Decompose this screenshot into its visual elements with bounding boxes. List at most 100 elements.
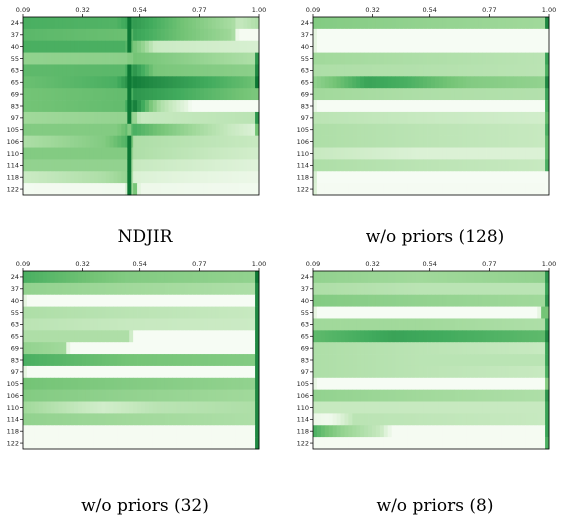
y-tick-label: 97 — [11, 368, 19, 376]
heatmap-cell — [215, 413, 221, 426]
heatmap-cell — [42, 354, 47, 367]
heatmap-cell — [141, 159, 146, 172]
heatmap-cell — [368, 171, 373, 184]
heatmap-cell — [82, 271, 87, 284]
heatmap-panel-priors-32: 0.09 0.32 0.54 0.77 1.00 24 37 40 55 63 65 69 83 97 10… — [0, 259, 290, 518]
heatmap-cell — [423, 318, 428, 331]
heatmap-cell — [30, 52, 36, 65]
heatmap-cell — [50, 64, 55, 77]
heatmap-row-37 — [23, 28, 260, 42]
heatmap-cell — [160, 401, 165, 414]
heatmap-cell — [137, 88, 142, 101]
heatmap-cell — [407, 123, 412, 136]
heatmap-cell — [372, 377, 377, 390]
heatmap-cell — [164, 271, 169, 284]
heatmap-cell — [336, 88, 341, 101]
heatmap-cell — [211, 318, 217, 331]
y-tick-label: 97 — [301, 368, 309, 376]
heatmap-cell — [450, 123, 455, 136]
heatmap-cell — [368, 330, 373, 343]
heatmap-cell — [478, 401, 483, 414]
heatmap-cell — [26, 354, 32, 367]
heatmap-cell — [42, 28, 47, 42]
heatmap-cell — [431, 40, 436, 53]
heatmap-cell — [113, 17, 118, 30]
heatmap-cell — [423, 330, 428, 343]
heatmap-cell — [117, 147, 122, 160]
heatmap-cell — [78, 271, 83, 284]
heatmap-cell — [207, 271, 213, 284]
heatmap-cell — [446, 413, 452, 426]
heatmap-cell — [450, 294, 455, 307]
heatmap-cell — [46, 64, 51, 77]
heatmap-cell — [211, 389, 217, 402]
heatmap-cell — [54, 64, 59, 77]
heatmap-cell — [117, 88, 122, 101]
heatmap-cell — [160, 111, 165, 125]
heatmap-cell — [383, 330, 389, 343]
heatmap-cell — [141, 52, 146, 65]
heatmap-cell — [62, 413, 67, 426]
heatmap-cell — [89, 171, 95, 184]
heatmap-cell — [231, 171, 236, 184]
heatmap-cell — [101, 88, 106, 101]
heatmap-cell — [152, 64, 158, 77]
heatmap-cell — [215, 28, 221, 42]
heatmap-cell — [93, 294, 99, 307]
heatmap-cell — [223, 17, 228, 30]
heatmap-cell — [517, 342, 522, 355]
heatmap-cell — [160, 377, 165, 390]
heatmap-cell — [328, 64, 334, 77]
heatmap-cell — [54, 28, 59, 42]
heatmap-cell — [46, 354, 51, 367]
heatmap-cell — [215, 365, 221, 379]
heatmap-cell — [50, 294, 55, 307]
heatmap-cell — [137, 76, 142, 89]
heatmap-cell — [26, 271, 32, 284]
heatmap-cell — [533, 306, 538, 319]
heatmap-cell — [85, 64, 91, 77]
heatmap-cell — [313, 401, 318, 414]
heatmap-cell — [168, 330, 173, 343]
heatmap-cell — [454, 271, 459, 284]
heatmap-cell — [188, 425, 193, 438]
heatmap-cell — [466, 183, 471, 196]
heatmap-cell — [46, 306, 51, 319]
heatmap-cell — [482, 88, 487, 101]
heatmap-cell — [375, 64, 381, 77]
heatmap-cell — [375, 17, 381, 30]
heatmap-cell — [466, 76, 471, 89]
heatmap-cell — [320, 389, 326, 402]
heatmap-cell — [340, 64, 345, 77]
heatmap-cell — [231, 342, 236, 355]
heatmap-cell — [148, 271, 154, 284]
heatmap-cell — [66, 76, 71, 89]
heatmap-cell — [54, 306, 59, 319]
heatmap-cell — [113, 437, 118, 450]
heatmap-cell — [372, 64, 377, 77]
heatmap-cell — [109, 135, 114, 148]
heatmap-cell — [255, 147, 260, 160]
heatmap-cell — [46, 52, 51, 65]
heatmap-cell — [360, 294, 365, 307]
heatmap-cell — [255, 271, 260, 284]
heatmap-cell — [113, 88, 118, 101]
heatmap-cell — [219, 437, 224, 450]
heatmap-cell — [255, 354, 260, 367]
heatmap-cell — [211, 88, 217, 101]
heatmap-cell — [23, 64, 28, 77]
heatmap-cell — [70, 40, 75, 53]
heatmap-cell — [129, 28, 134, 42]
heatmap-row-118 — [23, 171, 260, 184]
heatmap-cell — [352, 389, 357, 402]
heatmap-cell — [438, 159, 444, 172]
heatmap-cell — [446, 17, 452, 30]
heatmap-cell — [513, 377, 518, 390]
heatmap-cell — [239, 171, 244, 184]
heatmap-cell — [399, 377, 404, 390]
heatmap-cell — [458, 377, 463, 390]
heatmap-cell — [434, 365, 440, 379]
heatmap-cell — [391, 389, 396, 402]
heatmap-panel-priors-8: 0.09 0.32 0.54 0.77 1.00 24 37 40 55 63 65 69 83 97 10… — [290, 259, 580, 518]
heatmap-cell — [247, 159, 252, 172]
